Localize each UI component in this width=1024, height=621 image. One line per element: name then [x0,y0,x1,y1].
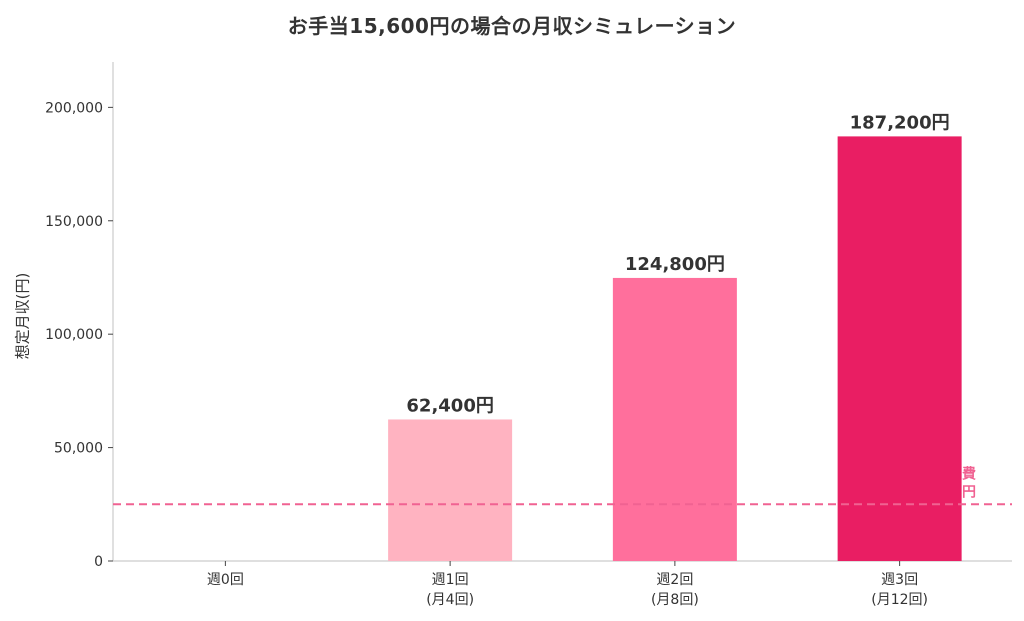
x-tick-label: (月12回) [871,592,928,608]
x-tick-label: (月4回) [426,592,474,608]
bar [388,419,513,561]
y-tick-label: 150,000 [45,214,103,230]
x-tick-label: 週1回 [432,572,469,588]
reference-line-label: 費 [962,465,976,482]
y-tick-label: 100,000 [45,327,103,343]
bar [837,136,962,561]
bar [612,277,737,561]
bar-value-label: 187,200円 [850,112,950,133]
x-tick-label: (月8回) [651,592,699,608]
bar-value-label: 62,400円 [406,395,493,416]
bar-value-label: 124,800円 [625,254,725,275]
y-tick-label: 200,000 [45,100,103,116]
reference-line-label: 円 [962,484,976,500]
y-tick-label: 50,000 [54,441,103,457]
y-tick-label: 0 [94,554,103,570]
x-tick-label: 週0回 [207,572,244,588]
x-tick-label: 週3回 [881,572,918,588]
chart-title: お手当15,600円の場合の月収シミュレーション [287,14,737,38]
x-tick-label: 週2回 [656,572,693,588]
